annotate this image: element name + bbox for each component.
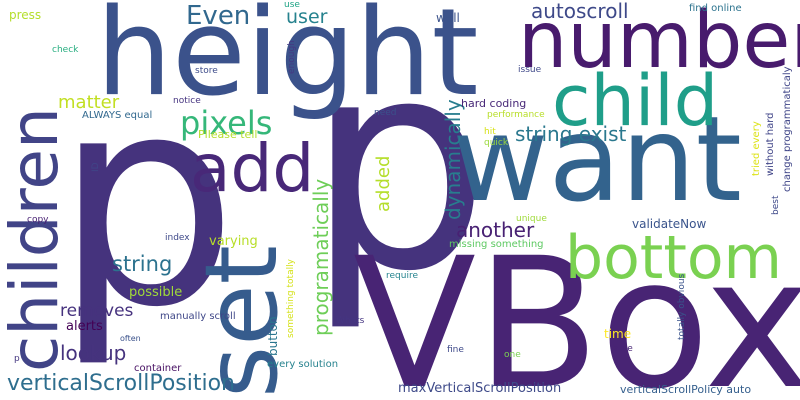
word-always-equal: ALWAYS equal bbox=[82, 110, 153, 121]
word-p-small: p bbox=[14, 354, 20, 364]
word-store: store bbox=[195, 66, 218, 76]
word-lookup: lookup bbox=[60, 341, 127, 365]
word-child: child bbox=[552, 60, 719, 142]
word-validatenow: validateNow bbox=[632, 217, 707, 231]
word-hit: hit bbox=[484, 127, 496, 137]
word-manually-scroll: manually scroll bbox=[160, 311, 236, 322]
word-one: one bbox=[504, 350, 521, 360]
word-tried-every: tried every bbox=[751, 121, 762, 176]
word-without-hard: without hard bbox=[765, 112, 776, 176]
word-copy: copy bbox=[27, 215, 49, 225]
word-container: container bbox=[134, 363, 182, 374]
word-id: ID bbox=[91, 162, 101, 172]
word-use: use bbox=[284, 0, 300, 10]
word-added: added bbox=[373, 155, 394, 212]
word-table: table bbox=[610, 344, 633, 354]
word-string-exist: string exist bbox=[515, 122, 627, 146]
word-programatically: programatically bbox=[309, 178, 333, 336]
word-possible: possible bbox=[129, 285, 183, 300]
word-maxverticalscrollposition: maxVerticalScrollPosition bbox=[398, 381, 562, 396]
word-verticalscrollposition: verticalScrollPosition bbox=[7, 371, 235, 396]
word-p-large-1: p bbox=[54, 34, 239, 371]
word-best: best bbox=[771, 195, 781, 215]
word-want: want bbox=[452, 90, 742, 228]
word-number: number bbox=[518, 0, 800, 86]
word-pixels: pixels bbox=[180, 104, 273, 142]
word-matter: matter bbox=[58, 92, 120, 113]
word-missing-something: missing something bbox=[449, 239, 544, 250]
word-even: Even bbox=[186, 1, 251, 31]
word-need: need bbox=[374, 108, 397, 118]
word-user: user bbox=[286, 6, 328, 28]
word-notice: notice bbox=[173, 96, 201, 106]
word-require: require bbox=[386, 271, 418, 281]
word-issue: issue bbox=[518, 65, 542, 75]
word-often: often bbox=[120, 334, 141, 343]
word-check: check bbox=[52, 45, 79, 55]
word-fine: fine bbox=[447, 345, 464, 355]
word-varying: varying bbox=[209, 234, 258, 249]
word-performance: performance bbox=[487, 110, 545, 120]
word-vbox: VBox bbox=[353, 220, 800, 400]
word-totally-obvious: totally obvious bbox=[677, 273, 687, 340]
word-enough: enough bbox=[287, 40, 297, 74]
word-time: time bbox=[604, 327, 632, 341]
word-whats: Whats bbox=[336, 316, 365, 326]
word-press: press bbox=[9, 8, 42, 22]
word-autoscroll: autoscroll bbox=[531, 0, 629, 23]
word-verticalscrollpolicy-auto: verticalScrollPolicy auto bbox=[620, 383, 752, 396]
word-another: another bbox=[456, 218, 535, 242]
word-p-large-2: p bbox=[306, 0, 491, 335]
word-children: children bbox=[0, 107, 73, 372]
word-add: add bbox=[190, 130, 315, 207]
word-something-totally: something totally bbox=[286, 259, 296, 338]
word-pllease-tell: Pllease tell bbox=[198, 128, 258, 141]
word-string: string bbox=[112, 252, 173, 276]
word-index: index bbox=[165, 233, 190, 243]
word-dynamically: dynamically bbox=[441, 99, 465, 220]
word-well: well bbox=[436, 11, 460, 25]
word-hard-coding: hard coding bbox=[461, 97, 527, 110]
word-height: height bbox=[96, 0, 479, 123]
word-unique: unique bbox=[516, 214, 547, 224]
word-change-programmaticaly: change programmaticaly bbox=[782, 66, 793, 192]
word-bottom: bottom bbox=[565, 223, 783, 293]
word-quick: quick bbox=[484, 138, 509, 148]
word-removes: removes bbox=[60, 301, 134, 321]
word-find-online: find online bbox=[689, 3, 742, 14]
word-button: button bbox=[266, 316, 280, 356]
word-alerts: alerts bbox=[66, 319, 103, 334]
word-every-solution: every solution bbox=[267, 359, 339, 370]
